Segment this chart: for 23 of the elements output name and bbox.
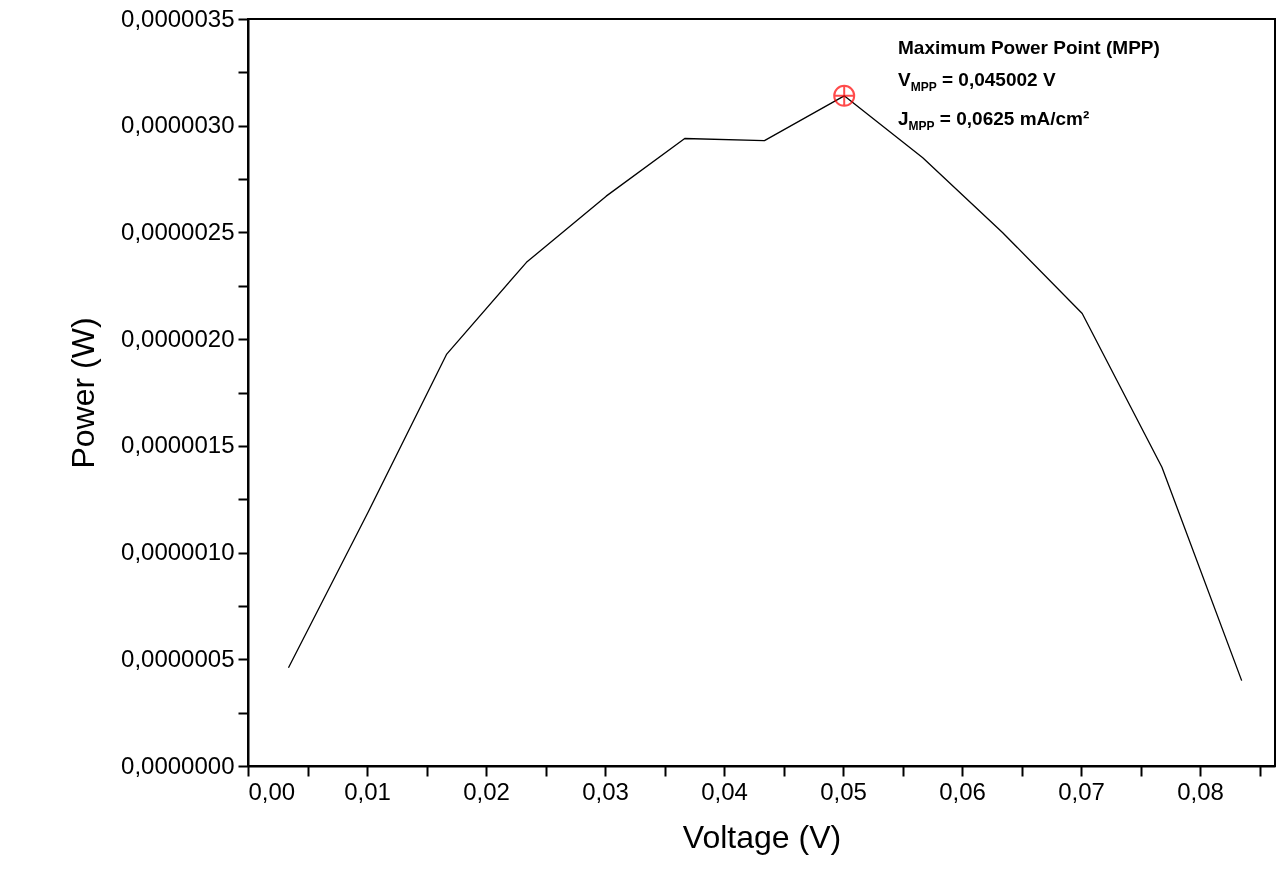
x-tick-label: 0,02 [463, 777, 510, 805]
annotation: V$_{MPP}$ = 0,045002 V [898, 68, 1057, 96]
y-tick-label: 0,0000030 [121, 111, 235, 139]
x-tick-label: 0,05 [820, 777, 867, 805]
x-tick-label: 0,03 [582, 777, 629, 805]
annotation: J$_{MPP}$ = 0,0625 mA/cm² [898, 106, 1091, 135]
y-tick-label: 0,0000015 [121, 431, 235, 459]
x-tick-label: 0,04 [701, 777, 748, 805]
line-series [287, 95, 1243, 682]
x-axis-title: Voltage (V) [682, 818, 842, 855]
x-tick-label: 0,06 [939, 777, 986, 805]
y-tick-label: 0,0000035 [121, 4, 235, 32]
y-tick-label: 0,0000005 [121, 644, 235, 672]
y-tick-label: 0,0000000 [121, 751, 235, 779]
y-axis-title: Power (W) [65, 317, 102, 469]
x-tick-label: 0,01 [344, 777, 391, 805]
y-tick-label: 0,0000025 [121, 217, 235, 245]
x-tick-label: 0,07 [1058, 777, 1105, 805]
x-tick-label: 0,08 [1177, 777, 1224, 805]
x-tick-label: 0,00 [248, 777, 296, 805]
y-tick-label: 0,0000010 [121, 538, 235, 566]
annotation: Maximum Power Point (MPP) [898, 36, 1160, 60]
y-tick-label: 0,0000020 [121, 324, 235, 352]
